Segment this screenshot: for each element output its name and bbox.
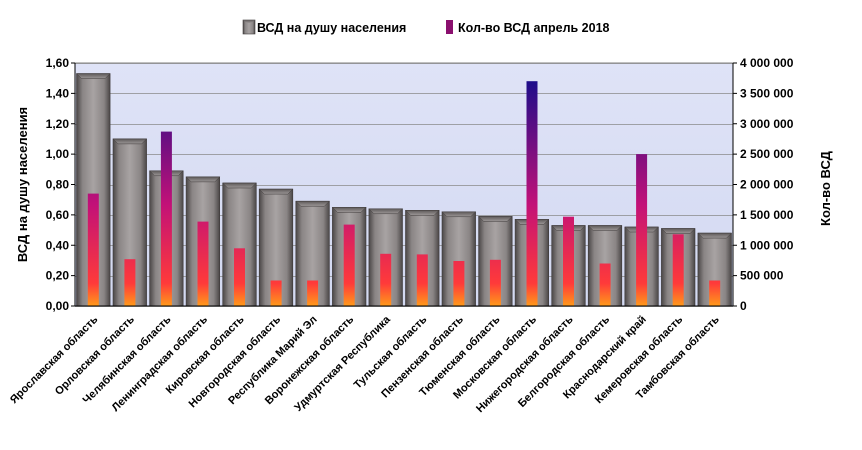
bar-vsd-count — [124, 259, 136, 306]
y-tick-label-right: 500 000 — [740, 269, 784, 283]
bar-group — [404, 210, 440, 307]
y-tick-label-right: 4 000 000 — [740, 56, 794, 70]
bar-per-capita-cap — [477, 216, 513, 222]
bar-per-capita-cap — [587, 225, 623, 231]
bar-vsd-count — [526, 81, 538, 306]
bar-vsd-count — [270, 280, 282, 306]
bar-group — [185, 176, 221, 307]
bar-vsd-count — [453, 261, 465, 306]
bar-per-capita-cap — [697, 232, 733, 239]
y-tick-label-right: 0 — [740, 299, 747, 313]
bar-group — [514, 81, 550, 307]
y-tick-label-right: 3 500 000 — [740, 86, 794, 100]
bar-per-capita-cap — [295, 200, 331, 207]
bar-vsd-count — [599, 263, 611, 306]
legend-label-per-capita: ВСД на душу населения — [257, 21, 406, 35]
y-tick-label-left: 1,20 — [46, 117, 70, 131]
y-tick-label-left: 1,60 — [46, 56, 70, 70]
bar-vsd-count — [416, 254, 428, 306]
legend-swatch-cap — [243, 20, 255, 23]
bar-per-capita-cap — [258, 188, 294, 195]
plot-area — [74, 62, 734, 307]
bar-group — [112, 138, 148, 307]
bar-group — [660, 228, 696, 307]
y-tick-label-left: 0,00 — [46, 299, 70, 313]
bar-vsd-count — [380, 253, 392, 306]
bar-per-capita-cap — [368, 208, 404, 215]
y-tick-label-left: 0,60 — [46, 208, 70, 222]
legend-label-vsd-count: Кол-во ВСД апрель 2018 — [458, 21, 610, 35]
y-tick-label-right: 2 000 000 — [740, 178, 794, 192]
bar-per-capita-cap — [75, 73, 111, 79]
legend: ВСД на душу населения Кол-во ВСД апрель 2… — [242, 19, 610, 35]
bar-vsd-count — [672, 234, 684, 306]
bar-vsd-count — [563, 216, 574, 306]
y-tick-label-right: 3 000 000 — [740, 117, 794, 131]
bar-group — [368, 208, 404, 307]
bar-vsd-count — [307, 280, 319, 306]
bar-vsd-count — [343, 224, 355, 306]
bar-per-capita-cap — [222, 182, 257, 189]
bar-vsd-count — [234, 248, 245, 306]
bar-group — [258, 188, 294, 307]
bar-vsd-count — [87, 193, 99, 306]
y-axis-title-right: Кол-во ВСД — [818, 150, 833, 226]
y-tick-label-left: 1,00 — [46, 147, 70, 161]
bar-per-capita-cap — [660, 228, 696, 234]
y-axis-title-left: ВСД на душу населения — [15, 107, 30, 262]
bar-vsd-count — [709, 280, 721, 306]
bar-per-capita-cap — [441, 211, 477, 218]
bar-per-capita-cap — [404, 210, 440, 216]
bar-group — [624, 154, 660, 307]
bar-per-capita-cap — [112, 138, 148, 145]
y-tick-label-left: 0,20 — [46, 269, 70, 283]
bar-vsd-count — [197, 221, 209, 306]
bar-group — [551, 216, 586, 307]
bar-group — [331, 207, 367, 307]
bar-group — [477, 216, 513, 307]
bar-per-capita-cap — [331, 207, 367, 213]
bar-group — [222, 182, 257, 307]
y-tick-label-right: 1 000 000 — [740, 238, 794, 252]
bar-group — [75, 73, 111, 307]
bar-group — [587, 225, 623, 307]
legend-swatch-vsd-count — [446, 20, 453, 34]
y-tick-label-right: 1 500 000 — [740, 208, 794, 222]
bar-group — [697, 232, 733, 307]
bar-vsd-count — [160, 131, 172, 306]
y-tick-label-left: 0,80 — [46, 178, 70, 192]
y-tick-label-left: 0,40 — [46, 238, 70, 252]
y-tick-label-left: 1,40 — [46, 86, 70, 100]
bar-group — [295, 200, 331, 307]
bar-group — [441, 211, 477, 307]
bar-vsd-count — [636, 154, 648, 306]
y-tick-label-right: 2 500 000 — [740, 147, 794, 161]
bar-per-capita-cap — [185, 176, 221, 183]
bar-vsd-count — [489, 259, 501, 306]
